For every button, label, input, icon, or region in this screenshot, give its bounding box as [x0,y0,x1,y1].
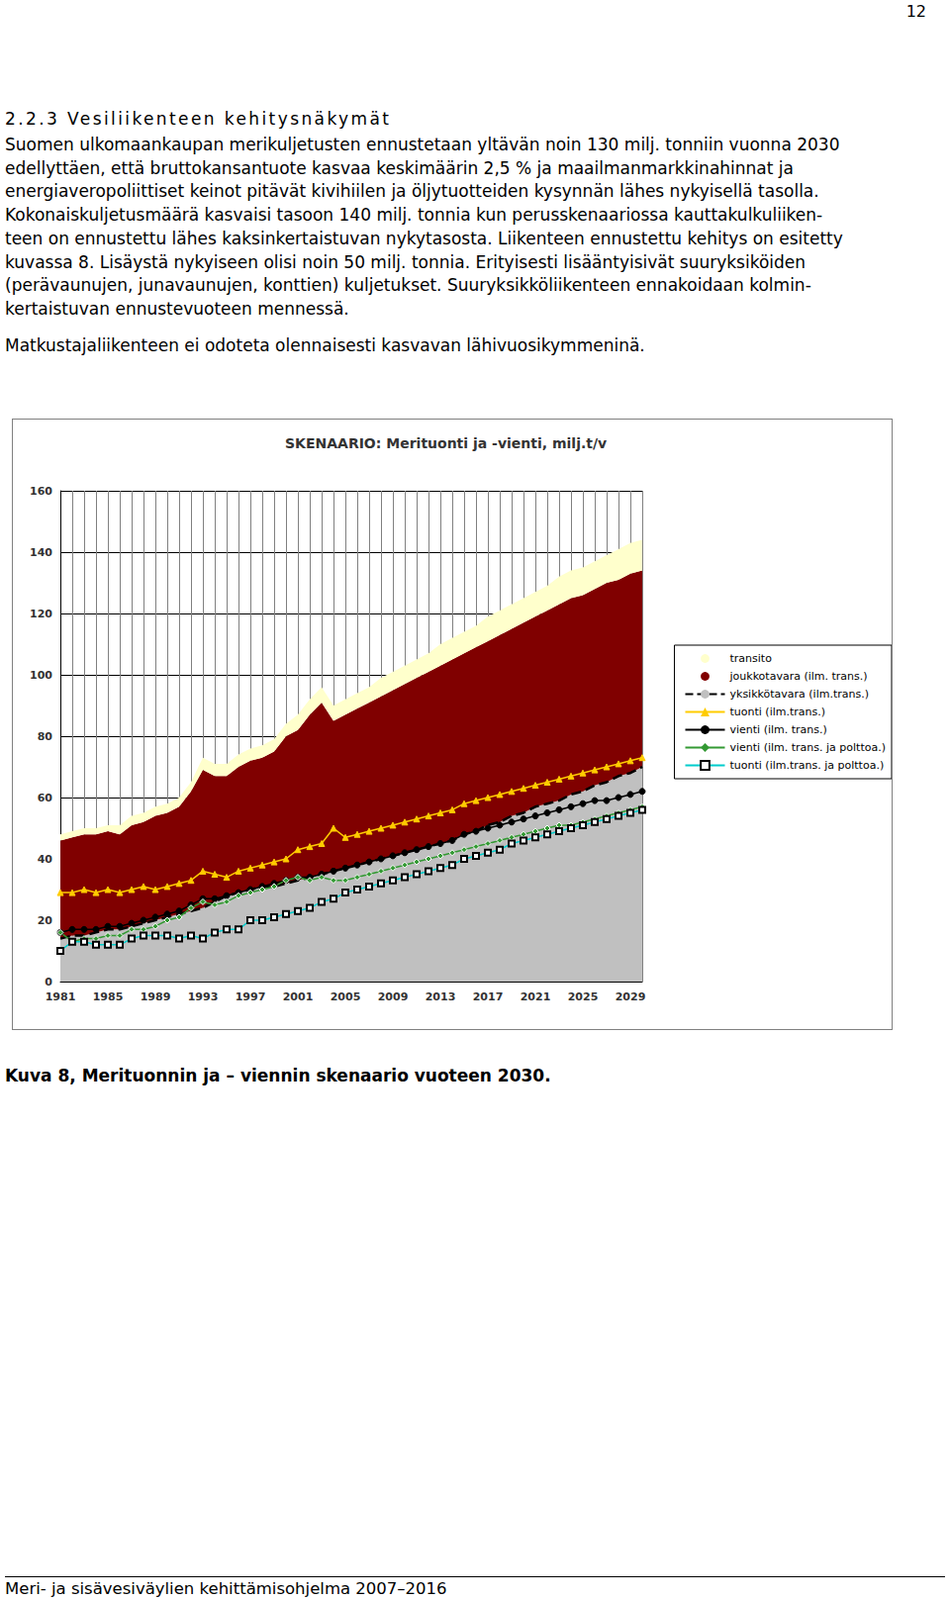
svg-text:120: 120 [29,607,53,621]
svg-text:vienti (ilm. trans. ja polttoa: vienti (ilm. trans. ja polttoa.) [729,741,886,755]
svg-text:joukkotavara (ilm. trans.): joukkotavara (ilm. trans.) [728,669,867,683]
html-text:2.2.3 Vesiliikenteen kehitysnä: 2.2.3 Vesiliikenteen kehitysnäkymät [4,108,392,129]
svg-text:40: 40 [37,853,54,866]
svg-text:2025: 2025 [568,990,599,1004]
svg-text:2017: 2017 [473,990,504,1004]
svg-text:80: 80 [37,730,54,744]
svg-text:yksikkötavara (ilm.trans.): yksikkötavara (ilm.trans.) [729,687,869,701]
svg-text:transito: transito [729,652,772,665]
svg-text:vienti (ilm. trans.): vienti (ilm. trans.) [729,723,827,737]
html-text:energiaveropoliittiset keinot: energiaveropoliittiset keinot pitävät ki… [4,181,820,202]
html-text:Meri- ja sisävesiväylien kehit: Meri- ja sisävesiväylien kehittämisohjel… [4,1579,447,1599]
svg-text:SKENAARIO: Merituonti ja -vien: SKENAARIO: Merituonti ja -vienti, milj.t… [285,435,607,452]
html-text:Kuva 8, Merituonnin ja – vienn: Kuva 8, Merituonnin ja – viennin skenaar… [4,1065,551,1086]
svg-text:1981: 1981 [45,990,77,1004]
svg-text:0: 0 [44,975,53,989]
svg-text:tuonti (ilm.trans. ja polttoa.: tuonti (ilm.trans. ja polttoa.) [729,759,884,772]
svg-text:1993: 1993 [188,990,219,1004]
html-text:12: 12 [906,1,927,21]
svg-text:20: 20 [37,914,54,928]
svg-text:2005: 2005 [330,990,362,1004]
svg-text:2009: 2009 [378,990,409,1004]
svg-text:2029: 2029 [615,990,647,1004]
svg-text:100: 100 [29,668,53,682]
svg-text:2001: 2001 [283,990,314,1004]
svg-text:160: 160 [29,484,53,498]
html-text:kertaistuvan ennustevuoteen me: kertaistuvan ennustevuoteen mennessä. [4,298,350,319]
svg-text:2021: 2021 [520,990,552,1004]
svg-text:140: 140 [29,546,53,560]
svg-text:2013: 2013 [425,990,457,1004]
html-text:edellyttäen, että bruttokansan: edellyttäen, että bruttokansantuote kasv… [4,158,794,178]
html-text:teen on ennustettu lähes kaksi: teen on ennustettu lähes kaksinkertaistu… [4,228,843,249]
html-text:Suomen ulkomaankaupan merikulj: Suomen ulkomaankaupan merikuljetusten en… [4,134,840,155]
svg-text:1997: 1997 [235,990,267,1004]
svg-text:1985: 1985 [93,990,124,1004]
html-text:Kokonaiskuljetusmäärä kasvaisi: Kokonaiskuljetusmäärä kasvaisi tasoon 14… [4,204,823,225]
svg-text:60: 60 [37,791,54,805]
html-text:Matkustajaliikenteen ei odotet: Matkustajaliikenteen ei odoteta olennais… [4,335,646,356]
svg-text:tuonti (ilm.trans.): tuonti (ilm.trans.) [729,705,826,719]
html-text:kuvassa 8. Lisäystä nykyiseen: kuvassa 8. Lisäystä nykyiseen olisi noin… [4,251,806,272]
html-text:(perävaunujen, junavaunujen, k: (perävaunujen, junavaunujen, konttien) k… [4,275,812,296]
svg-text:1989: 1989 [140,990,172,1004]
